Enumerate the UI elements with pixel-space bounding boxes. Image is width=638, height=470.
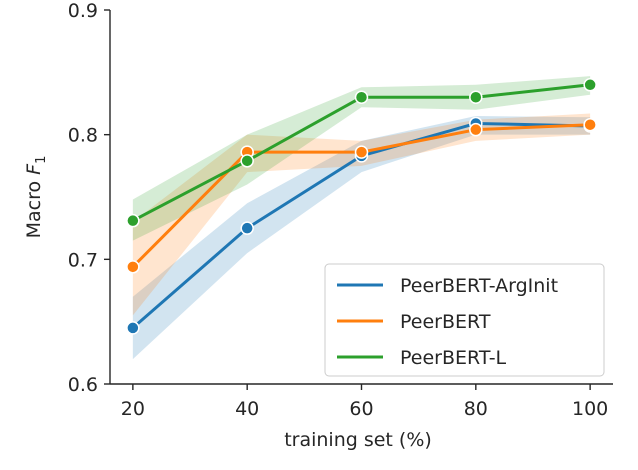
- y-axis-label-subscript: 1: [34, 156, 49, 164]
- legend-items: PeerBERT-ArgInit PeerBERT PeerBERT-L: [337, 275, 558, 369]
- data-point: [126, 213, 140, 228]
- y-axis-label: Macro F1: [23, 156, 49, 239]
- confidence-band: [132, 76, 591, 241]
- confidence-band: [132, 115, 591, 360]
- x-tick-label: 100: [572, 398, 608, 420]
- x-tick-label: 40: [235, 398, 259, 420]
- data-point: [126, 260, 140, 274]
- x-axis-label: training set (%): [284, 429, 432, 451]
- legend-label: PeerBERT-L: [400, 347, 507, 369]
- data-point: [240, 154, 254, 168]
- y-axis-label-main: Macro: [23, 175, 45, 239]
- x-tick-label: 20: [121, 398, 145, 420]
- data-point: [583, 117, 597, 132]
- y-tick-label: 0.6: [68, 374, 98, 396]
- x-tick-label: 60: [349, 398, 373, 420]
- data-point: [354, 145, 369, 159]
- data-point: [354, 90, 369, 105]
- y-tick-label: 0.9: [68, 0, 98, 22]
- y-axis-label-italic: F: [23, 163, 45, 175]
- y-tick-label: 0.8: [68, 125, 98, 147]
- data-point: [126, 321, 140, 335]
- legend-label: PeerBERT: [400, 311, 491, 333]
- legend: PeerBERT-ArgInit PeerBERT PeerBERT-L: [324, 263, 605, 377]
- y-ticks: 0.6 0.7 0.8 0.9: [68, 0, 110, 396]
- data-point: [469, 122, 483, 137]
- data-point: [240, 221, 254, 235]
- legend-box: [324, 263, 605, 377]
- series-points: [126, 78, 597, 335]
- data-point: [583, 78, 597, 92]
- legend-label: PeerBERT-ArgInit: [400, 275, 558, 297]
- y-tick-label: 0.7: [68, 249, 98, 271]
- data-point: [469, 90, 483, 105]
- x-ticks: 20 40 60 80 100: [121, 384, 608, 420]
- x-tick-label: 80: [464, 398, 488, 420]
